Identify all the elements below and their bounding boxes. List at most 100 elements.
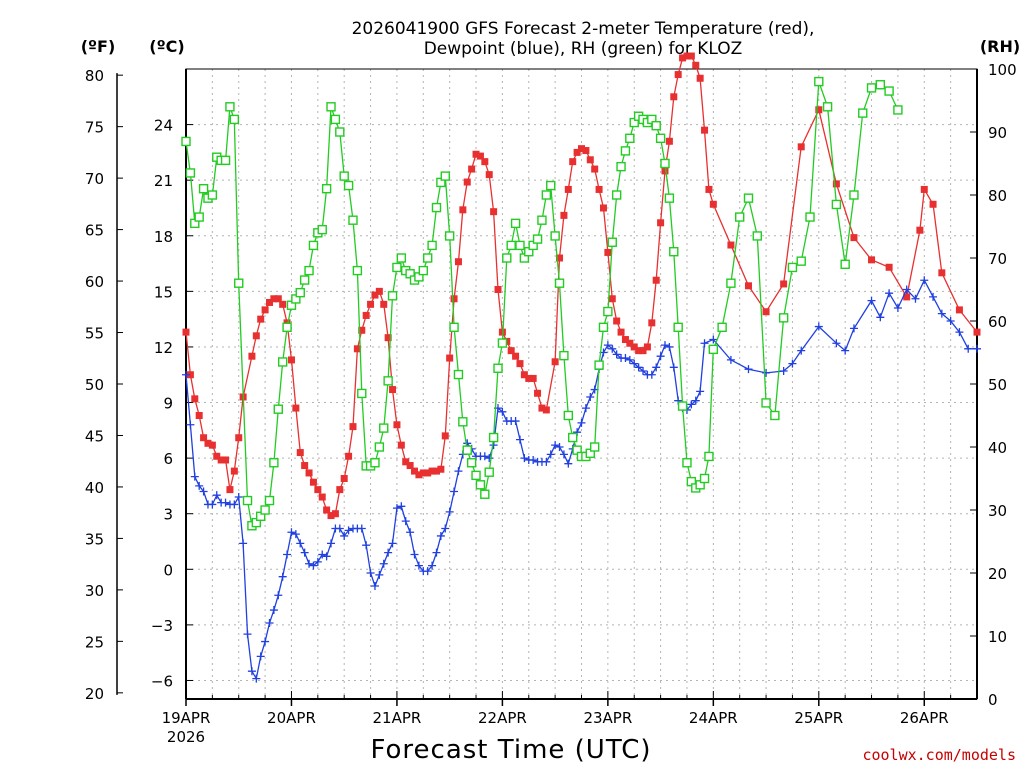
- rh-point: [357, 388, 367, 399]
- temperature-point: [222, 456, 230, 464]
- plot-area: [181, 52, 981, 683]
- dewpoint-point: [190, 472, 199, 481]
- rh-point: [194, 212, 204, 222]
- dewpoint-point: [234, 493, 243, 502]
- dewpoint-point: [946, 317, 955, 325]
- temperature-point: [314, 486, 322, 494]
- dewpoint-point: [634, 363, 643, 372]
- fahrenheit-tick-label: 65: [85, 222, 104, 240]
- dewpoint-point: [283, 550, 292, 559]
- dewpoint-point: [335, 524, 344, 533]
- x-tick-label: 22APR: [478, 709, 527, 727]
- rh-point: [594, 360, 604, 370]
- dewpoint-point: [515, 435, 524, 444]
- dewpoint-point: [441, 524, 450, 533]
- temperature-point: [375, 287, 383, 295]
- rh-point: [396, 253, 407, 263]
- fahrenheit-tick-label: 70: [85, 170, 104, 188]
- x-tick-label: 23APR: [583, 709, 632, 727]
- dewpoint-point: [318, 550, 327, 559]
- celsius-tick-label: 6: [163, 450, 173, 468]
- rh-point: [770, 410, 780, 421]
- temperature-point: [591, 165, 599, 173]
- rh-point: [532, 234, 543, 244]
- dewpoint-point: [305, 559, 314, 568]
- temperature-point: [929, 200, 937, 208]
- rh-point: [664, 193, 675, 203]
- dewpoint-point: [432, 548, 441, 557]
- rh-tick-label: 60: [988, 313, 1007, 331]
- rh-point: [541, 190, 552, 200]
- dewpoint-point: [392, 504, 401, 513]
- dewpoint-point: [287, 528, 296, 537]
- temperature-point: [608, 295, 616, 303]
- dewpoint-point: [973, 344, 981, 353]
- rh-point: [181, 136, 191, 147]
- rh-point: [655, 133, 666, 144]
- temperature-point: [345, 452, 353, 460]
- rh-point: [488, 432, 499, 443]
- dewpoint-point: [559, 450, 568, 459]
- rh-point: [510, 218, 521, 229]
- temperature-point: [450, 295, 458, 303]
- dewpoint-point: [195, 481, 204, 490]
- dewpoint-point: [621, 354, 630, 363]
- rh-point: [431, 202, 442, 213]
- temperature-point: [287, 356, 295, 364]
- rh-point: [466, 458, 477, 468]
- rh-point: [387, 291, 398, 301]
- rh-point: [840, 259, 850, 269]
- temperature-point: [626, 339, 634, 347]
- temperature-point: [217, 456, 225, 464]
- rh-point: [761, 398, 771, 408]
- temperature-point: [367, 300, 375, 308]
- temperature-point: [305, 469, 313, 477]
- temperature-point: [696, 74, 704, 82]
- temperature-point: [679, 54, 687, 62]
- rh-point: [554, 278, 565, 288]
- fahrenheit-tick-label: 80: [85, 67, 104, 85]
- chart-title-line-1: 2026041900 GFS Forecast 2-meter Temperat…: [352, 19, 815, 39]
- series-temperature: [182, 52, 981, 520]
- celsius-tick-label: 24: [154, 117, 173, 135]
- temperature-point: [393, 421, 401, 429]
- temperature-point: [402, 458, 410, 466]
- rh-point: [317, 224, 327, 235]
- rh-point: [796, 256, 806, 266]
- dewpoint-point: [221, 498, 230, 507]
- temperature-point: [797, 143, 805, 151]
- temperature-point: [955, 306, 963, 314]
- dewpoint-point: [300, 548, 309, 557]
- rh-point: [339, 171, 349, 181]
- temperature-point: [252, 332, 260, 340]
- rh-point: [444, 231, 455, 241]
- dewpoint-point: [344, 526, 353, 535]
- temperature-point: [476, 152, 484, 160]
- dewpoint-point: [278, 572, 287, 581]
- temperature-point: [428, 467, 436, 475]
- rh-point: [453, 369, 464, 380]
- dewpoint-point: [252, 674, 261, 683]
- rh-point: [708, 344, 719, 355]
- temperature-point: [481, 158, 489, 166]
- dewpoint-point: [485, 454, 494, 463]
- temperature-point: [586, 156, 594, 164]
- dewpoint-point: [669, 363, 678, 372]
- temperature-point: [525, 374, 533, 382]
- temperature-point: [226, 486, 234, 494]
- rh-tick-label: 100: [988, 61, 1017, 79]
- temperature-point: [340, 475, 348, 482]
- rh-point: [475, 480, 486, 490]
- temperature-point: [204, 439, 212, 447]
- celsius-tick-label: −3: [151, 617, 173, 635]
- dewpoint-point: [625, 355, 634, 364]
- rh-point: [449, 322, 459, 332]
- temperature-point: [301, 462, 309, 470]
- temperature-point: [230, 467, 238, 475]
- temperature-point: [213, 452, 221, 460]
- celsius-tick-label: −6: [151, 672, 173, 690]
- temperature-point: [617, 328, 625, 336]
- dewpoint-point: [608, 344, 617, 353]
- dewpoint-point: [498, 407, 507, 416]
- temperature-point: [516, 360, 524, 368]
